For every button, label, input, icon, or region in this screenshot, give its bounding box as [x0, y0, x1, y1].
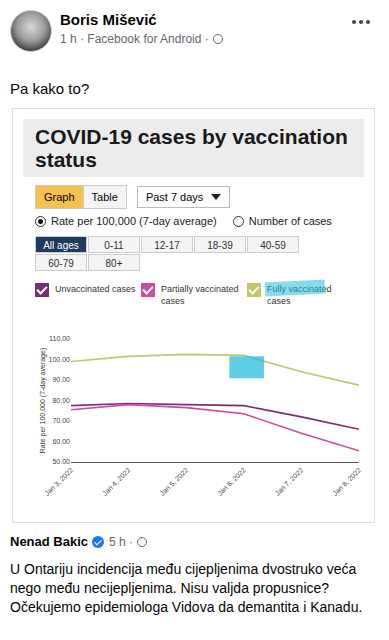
- svg-text:Jan 5, 2022: Jan 5, 2022: [159, 466, 190, 497]
- svg-text:Jan 6, 2022: Jan 6, 2022: [216, 466, 247, 497]
- svg-text:50.00: 50.00: [52, 458, 70, 465]
- html-text:60-79: 60-79: [48, 258, 74, 269]
- html-text:Fully vaccinated cases: Fully vaccinated cases: [267, 284, 332, 306]
- svg-text:60.00: 60.00: [52, 438, 70, 445]
- html-text:Table: Table: [91, 191, 118, 203]
- svg-text:Jan 7, 2022: Jan 7, 2022: [274, 466, 305, 497]
- html-text:Pa kako to?: Pa kako to?: [10, 80, 90, 97]
- html-text:1 h · Facebook for Android ·: 1 h · Facebook for Android ·: [60, 32, 209, 46]
- html-text:0-11: 0-11: [104, 240, 124, 251]
- svg-text:Jan 3, 2022: Jan 3, 2022: [43, 466, 74, 497]
- html-text:12-17: 12-17: [154, 240, 180, 251]
- svg-text:80.00: 80.00: [52, 397, 70, 404]
- svg-text:Jan 4, 2022: Jan 4, 2022: [101, 466, 132, 497]
- svg-text:Jan 8, 2022: Jan 8, 2022: [331, 466, 362, 497]
- html-text:Partially vaccinated cases: Partially vaccinated cases: [161, 284, 239, 306]
- svg-text:100.00: 100.00: [49, 356, 71, 363]
- svg-text:110.00: 110.00: [49, 335, 70, 342]
- html-text:18-39: 18-39: [207, 240, 233, 251]
- html-text:Unvaccinated cases: Unvaccinated cases: [55, 284, 136, 294]
- html-text:COVID-19 cases by vaccination: COVID-19 cases by vaccination status: [35, 125, 348, 171]
- html-text:Graph: Graph: [44, 191, 75, 203]
- html-text:U Ontariju incidencija među ci: U Ontariju incidencija među cijepljenima…: [10, 561, 363, 615]
- svg-text:Rate per 100,000 (7-day averag: Rate per 100,000 (7-day average): [39, 348, 47, 453]
- html-text:5 h ·: 5 h ·: [109, 534, 134, 549]
- svg-text:70.00: 70.00: [52, 417, 70, 424]
- html-text:80+: 80+: [105, 258, 123, 269]
- html-text:Rate per 100,000 (7-day averag: Rate per 100,000 (7-day average): [51, 215, 217, 227]
- html-text:Boris Mišević: Boris Mišević: [60, 11, 157, 28]
- html-text:Nenad Bakic: Nenad Bakic: [10, 534, 88, 549]
- html-text:All ages: All ages: [43, 240, 79, 251]
- svg-text:90.00: 90.00: [52, 376, 70, 383]
- html-text:Past 7 days: Past 7 days: [145, 191, 204, 203]
- html-text:Number of cases: Number of cases: [248, 215, 332, 227]
- html-text:40-59: 40-59: [260, 240, 286, 251]
